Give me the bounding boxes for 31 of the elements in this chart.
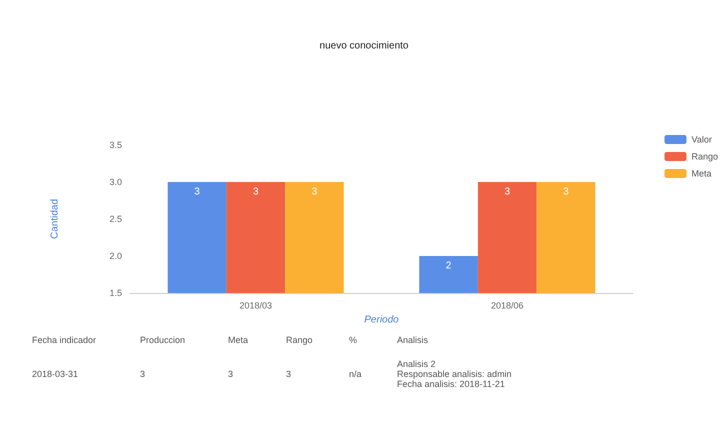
data-label: 3 (312, 186, 318, 198)
data-label: 3 (504, 186, 510, 198)
text: 2018-03-31 (32, 369, 80, 379)
text: 3 (228, 369, 234, 379)
text: Produccion (140, 335, 186, 345)
data-label: 3 (563, 186, 570, 198)
x-tick-label: 2018/03 (239, 300, 272, 310)
legend-label: Rango (691, 152, 718, 162)
text: 3 (140, 369, 146, 379)
text: Meta (228, 335, 250, 345)
legend-label: Valor (691, 134, 712, 144)
y-tick-label: 2.0 (109, 251, 122, 261)
legend-label: Meta (691, 168, 712, 178)
x-tick-label: 2018/06 (490, 300, 524, 310)
data-label: 2 (446, 260, 452, 272)
text: 3 (286, 369, 292, 379)
y-tick-label: 2.5 (109, 214, 122, 224)
chart-title: nuevo conocimiento (320, 40, 409, 52)
y-tick-label: 3.0 (109, 177, 122, 187)
text: n/a (349, 369, 363, 379)
text: Rango (286, 335, 314, 345)
text: Analisis 2 Responsable analisis: admin Fecha analisis: 2018-11-21 (397, 359, 513, 389)
y-tick-label: 3.5 (109, 140, 122, 150)
y-axis-title: Cantidad (50, 198, 60, 240)
text: % (349, 335, 358, 345)
x-axis-title: Periodo (364, 314, 400, 326)
text: Fecha indicador (32, 335, 98, 345)
data-label: 3 (252, 186, 259, 198)
y-tick-label: 1.5 (109, 288, 122, 298)
text: Analisis (397, 335, 430, 345)
data-label: 3 (194, 186, 200, 198)
